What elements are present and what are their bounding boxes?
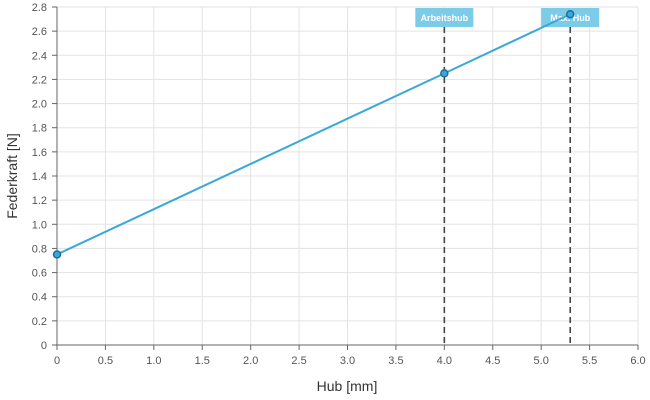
- x-tick-label: 5.0: [534, 355, 549, 367]
- grid: [56, 6, 639, 346]
- y-tick-label: 0: [41, 340, 47, 352]
- y-tick-label: 2.6: [32, 26, 47, 38]
- data-point: [565, 9, 575, 19]
- x-tick-label: 1.0: [146, 355, 161, 367]
- marker-label: Arbeitshub: [421, 13, 469, 23]
- x-tick-label: 1.5: [195, 355, 210, 367]
- y-axis-ticks: 0 0.2 0.4 0.6 0.8 1.0 1.2 1.4 1.6 1.8 2.0 2.2 2.4 2.6…: [32, 2, 57, 352]
- x-axis-title: Hub [mm]: [317, 378, 378, 394]
- x-tick-label: 3.0: [340, 355, 355, 367]
- x-tick-label: 4.5: [485, 355, 500, 367]
- x-tick-label: 0.5: [98, 355, 113, 367]
- data-point: [52, 250, 62, 259]
- y-tick-label: 1.6: [32, 147, 47, 159]
- x-tick-label: 2.0: [243, 355, 258, 367]
- y-tick-label: 2.2: [32, 74, 47, 86]
- x-tick-label: 3.5: [388, 355, 403, 367]
- x-axis-ticks: 0 0.5 1.0 1.5 2.0 2.5 3.0 3.5 4.0 4.5 5.0 5.5 6.0: [54, 345, 646, 367]
- y-tick-label: 2.8: [32, 2, 47, 14]
- series: [52, 9, 575, 259]
- data-point: [440, 69, 449, 78]
- x-tick-label: 0: [54, 355, 60, 367]
- x-tick-label: 5.5: [582, 355, 597, 367]
- y-tick-label: 0.6: [32, 268, 47, 280]
- y-tick-label: 0.4: [32, 292, 47, 304]
- x-tick-label: 4.0: [437, 355, 452, 367]
- y-tick-label: 1.4: [32, 171, 47, 183]
- y-tick-label: 1.2: [32, 195, 47, 207]
- y-axis-title: Federkraft [N]: [4, 133, 20, 219]
- y-tick-label: 1.8: [32, 123, 47, 135]
- y-tick-label: 2.0: [32, 99, 47, 111]
- y-tick-label: 1.0: [32, 219, 47, 231]
- y-tick-label: 0.8: [32, 243, 47, 255]
- y-tick-label: 0.2: [32, 316, 47, 328]
- y-tick-label: 2.4: [32, 50, 47, 62]
- x-tick-label: 6.0: [630, 355, 645, 367]
- x-tick-label: 2.5: [291, 355, 306, 367]
- marker-label-box: [415, 8, 474, 27]
